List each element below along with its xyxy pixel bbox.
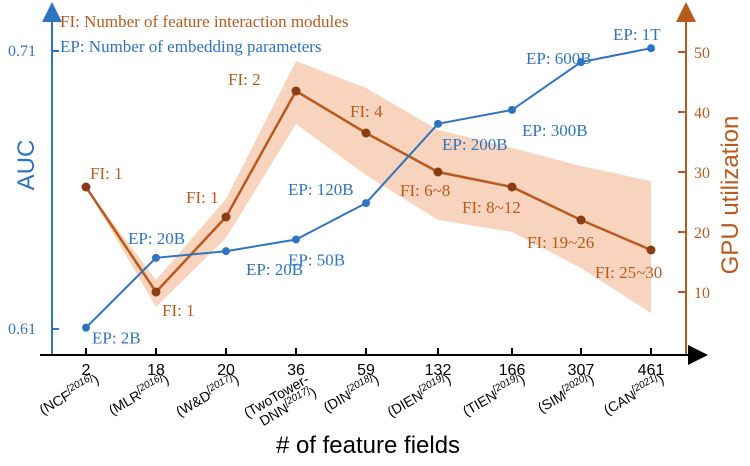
ep-data-label: EP: 20B — [246, 260, 303, 279]
ep-point — [292, 235, 300, 244]
x-tick-label: 461 — [638, 362, 665, 379]
fi-data-label: FI: 6~8 — [400, 181, 450, 200]
fi-data-label: FI: 1 — [162, 301, 195, 320]
x-tick-label: 20 — [217, 362, 235, 379]
fi-data-label: FI: 25~30 — [595, 263, 662, 282]
ep-point — [362, 199, 370, 208]
ep-data-label: EP: 200B — [442, 135, 508, 154]
x-tick-label: 18 — [147, 362, 165, 379]
auc-axis-title: AUC — [13, 140, 40, 191]
x-model-label: (MLR[2016]) — [105, 370, 171, 418]
x-tick-label: 132 — [425, 362, 452, 379]
auc-tick-label: 0.61 — [8, 321, 36, 338]
ep-data-label: EP: 20B — [128, 229, 185, 248]
x-model-label: (DIEN[2019]) — [384, 370, 454, 420]
gpu-tick-label: 20 — [694, 225, 710, 242]
ep-data-label: EP: 300B — [522, 121, 588, 140]
x-tick-label: 59 — [357, 362, 375, 379]
x-tick-label: 2 — [82, 362, 91, 379]
auc-tick-label: 0.71 — [8, 43, 36, 60]
x-model-label: (TwoTower-DNN[2017]) — [241, 371, 319, 434]
fi-data-label: FI: 8~12 — [462, 198, 521, 217]
x-tick-label: 307 — [568, 362, 595, 379]
ep-data-label: EP: 1T — [613, 25, 661, 44]
gpu-range-band — [86, 61, 651, 313]
fi-point — [81, 182, 91, 192]
fi-point — [576, 215, 586, 225]
fi-data-label: FI: 2 — [228, 70, 261, 89]
ep-data-label: EP: 600B — [526, 49, 592, 68]
x-model-label: (TIEN[2019]) — [459, 370, 527, 419]
ep-data-label: EP: 2B — [92, 329, 141, 348]
x-model-label: (CAN[2021]) — [600, 370, 666, 418]
x-model-label: (NCF[2016]) — [36, 370, 102, 418]
legend-entry: EP: Number of embedding parameters — [60, 37, 322, 56]
ep-point — [508, 105, 516, 114]
gpu-band-layer — [86, 61, 651, 313]
ep-point — [647, 44, 655, 53]
x-model-label: (W&D[2017]) — [173, 370, 242, 420]
legend-entry: FI: Number of feature interaction module… — [60, 12, 348, 31]
ep-point — [222, 247, 230, 256]
fi-data-label: FI: 1 — [90, 164, 123, 183]
fi-data-label: FI: 1 — [186, 188, 219, 207]
gpu-tick-label: 40 — [694, 105, 710, 122]
gpu-tick-label: 50 — [694, 45, 710, 62]
ep-point — [577, 58, 585, 67]
fi-point — [291, 86, 301, 96]
ep-data-label: EP: 120B — [288, 180, 354, 199]
point-layer — [81, 44, 656, 332]
x-model-label: (SIM[2020]) — [534, 370, 596, 416]
fi-data-label: FI: 19~26 — [527, 233, 594, 252]
fi-point — [151, 287, 161, 297]
ep-point — [152, 253, 160, 262]
x-model-label: (DIN[2018]) — [320, 370, 382, 415]
fi-point — [433, 167, 443, 177]
x-tick-label: 166 — [499, 362, 526, 379]
fi-point — [361, 128, 371, 138]
fi-point — [221, 212, 231, 222]
gpu-tick-label: 30 — [694, 165, 710, 182]
x-tick-label: 36 — [287, 362, 305, 379]
fi-data-label: FI: 4 — [350, 102, 383, 121]
fi-point — [646, 245, 656, 255]
ep-point — [434, 119, 442, 128]
x-axis-title: # of feature fields — [276, 432, 460, 459]
gpu-axis-title: GPU utilization — [717, 116, 744, 275]
ep-data-label: EP: 50B — [288, 250, 345, 269]
fi-point — [507, 182, 517, 192]
axis-layer — [40, 2, 708, 365]
gpu-tick-label: 10 — [694, 285, 710, 302]
ep-point — [82, 323, 90, 332]
